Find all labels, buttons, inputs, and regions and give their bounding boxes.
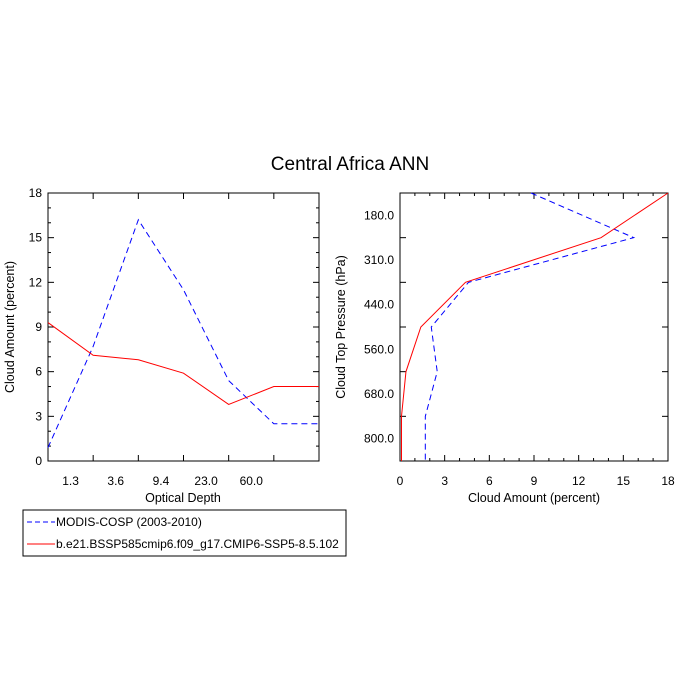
left-y-tick-label: 12 — [29, 275, 43, 289]
right-y-axis-label: Cloud Top Pressure (hPa) — [334, 255, 348, 399]
right-y-tick-label: 310.0 — [364, 253, 394, 267]
right-x-tick-label: 9 — [531, 474, 538, 488]
right-y-tick-label: 800.0 — [364, 432, 394, 446]
right-x-tick-label: 18 — [661, 474, 675, 488]
left-x-tick-label: 23.0 — [194, 474, 218, 488]
left-x-tick-label: 3.6 — [107, 474, 124, 488]
right-series-line-modis — [424, 192, 636, 461]
left-plot-frame — [47, 192, 320, 462]
right-y-tick-label: 680.0 — [364, 387, 394, 401]
right-series-line-model — [400, 192, 669, 461]
right-ticks: 0 3 6 9 12 15 18 180.0 310.0 440.0 560.0 680.0 800.0 — [364, 192, 675, 488]
left-x-axis-label: Optical Depth — [145, 491, 221, 505]
left-series-line-modis — [47, 218, 319, 448]
legend-label-model: b.e21.BSSP585cmip6.f09_g17.CMIP6-SSP5-8.… — [56, 537, 339, 551]
left-y-tick-label: 6 — [35, 365, 42, 379]
right-y-tick-label: 560.0 — [364, 342, 394, 356]
chart-title: Central Africa ANN — [271, 154, 429, 175]
left-y-tick-label: 18 — [29, 186, 43, 200]
legend: MODIS-COSP (2003-2010) b.e21.BSSP585cmip… — [22, 509, 347, 557]
left-x-tick-label: 1.3 — [62, 474, 79, 488]
left-series-line-model — [47, 322, 319, 405]
right-x-tick-label: 0 — [397, 474, 404, 488]
right-y-tick-label: 180.0 — [364, 208, 394, 222]
left-y-tick-label: 0 — [35, 454, 42, 468]
legend-label-modis: MODIS-COSP (2003-2010) — [56, 515, 202, 529]
left-y-tick-label: 15 — [29, 231, 43, 245]
left-series-group — [47, 218, 319, 448]
left-y-tick-label: 9 — [35, 320, 42, 334]
left-panel: 0 3 6 9 12 15 18 1.3 3.6 9.4 23.0 60.0 Optical Dept… — [3, 186, 320, 505]
left-x-tick-label: 9.4 — [153, 474, 170, 488]
left-x-tick-label: 60.0 — [240, 474, 264, 488]
left-ticks: 0 3 6 9 12 15 18 1.3 3.6 9.4 23.0 60.0 — [29, 186, 320, 488]
right-x-tick-label: 3 — [441, 474, 448, 488]
right-x-tick-label: 15 — [617, 474, 631, 488]
legend-box — [22, 509, 347, 557]
right-panel: 0 3 6 9 12 15 18 180.0 310.0 440.0 560.0 680.0 800.0… — [334, 192, 675, 505]
left-y-tick-label: 3 — [35, 409, 42, 423]
right-x-tick-label: 6 — [486, 474, 493, 488]
right-y-tick-label: 440.0 — [364, 298, 394, 312]
right-x-axis-label: Cloud Amount (percent) — [468, 491, 600, 505]
right-plot-frame — [399, 192, 669, 462]
right-series-group — [400, 192, 669, 461]
right-x-tick-label: 12 — [572, 474, 586, 488]
left-y-axis-label: Cloud Amount (percent) — [3, 261, 17, 393]
